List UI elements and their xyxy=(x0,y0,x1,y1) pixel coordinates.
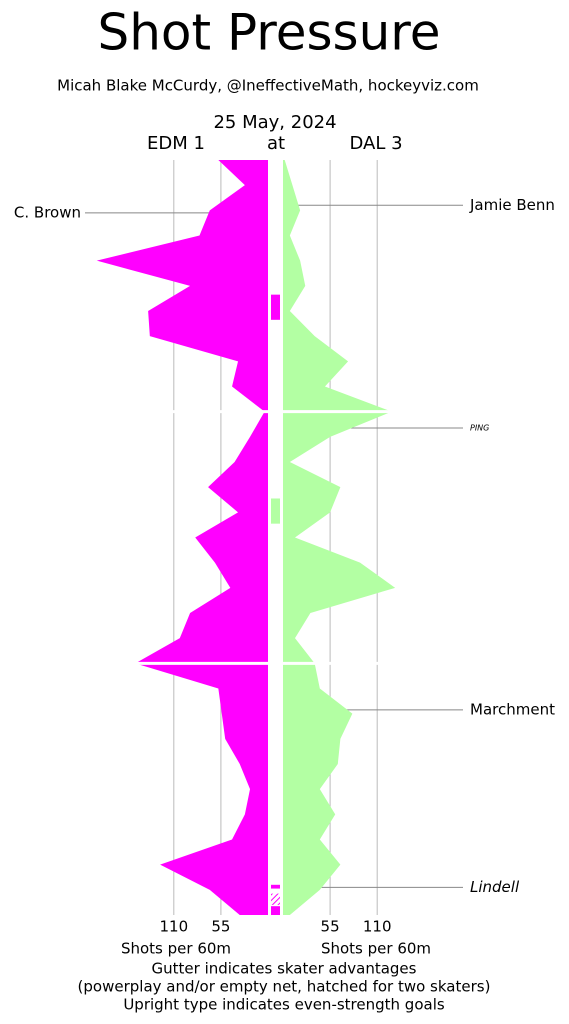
gutter-advantage xyxy=(271,294,280,320)
x-tick-label: 110 xyxy=(363,918,392,936)
note: Upright type indicates even-strength goa… xyxy=(123,996,445,1014)
chart-title: Shot Pressure xyxy=(97,4,440,62)
x-tick-label: 110 xyxy=(159,918,188,936)
at-label: at xyxy=(267,133,285,154)
x-axis-label: Shots per 60m xyxy=(321,940,431,958)
goal-label: Lindell xyxy=(470,878,520,896)
date: 25 May, 2024 xyxy=(213,112,336,133)
x-axis-label: Shots per 60m xyxy=(121,940,231,958)
subtitle: Micah Blake McCurdy, @IneffectiveMath, h… xyxy=(57,77,479,95)
note: Gutter indicates skater advantages xyxy=(152,960,417,978)
goal-label: Jamie Benn xyxy=(469,196,555,214)
shot-area xyxy=(283,160,396,915)
shot-area xyxy=(96,160,268,915)
gutter-advantage xyxy=(271,893,280,905)
x-tick-label: 55 xyxy=(321,918,340,936)
gutter-advantage xyxy=(271,498,280,524)
goal-label: C. Brown xyxy=(14,203,81,221)
goal-label: Marchment xyxy=(470,700,555,718)
away-team: EDM 1 xyxy=(147,133,205,154)
note: (powerplay and/or empty net, hatched for… xyxy=(78,978,491,996)
x-tick-label: 55 xyxy=(211,918,230,936)
home-team: DAL 3 xyxy=(349,133,402,154)
goal-label: PING xyxy=(470,424,489,433)
gutter-advantage xyxy=(271,906,280,915)
gutter-advantage xyxy=(271,884,280,889)
